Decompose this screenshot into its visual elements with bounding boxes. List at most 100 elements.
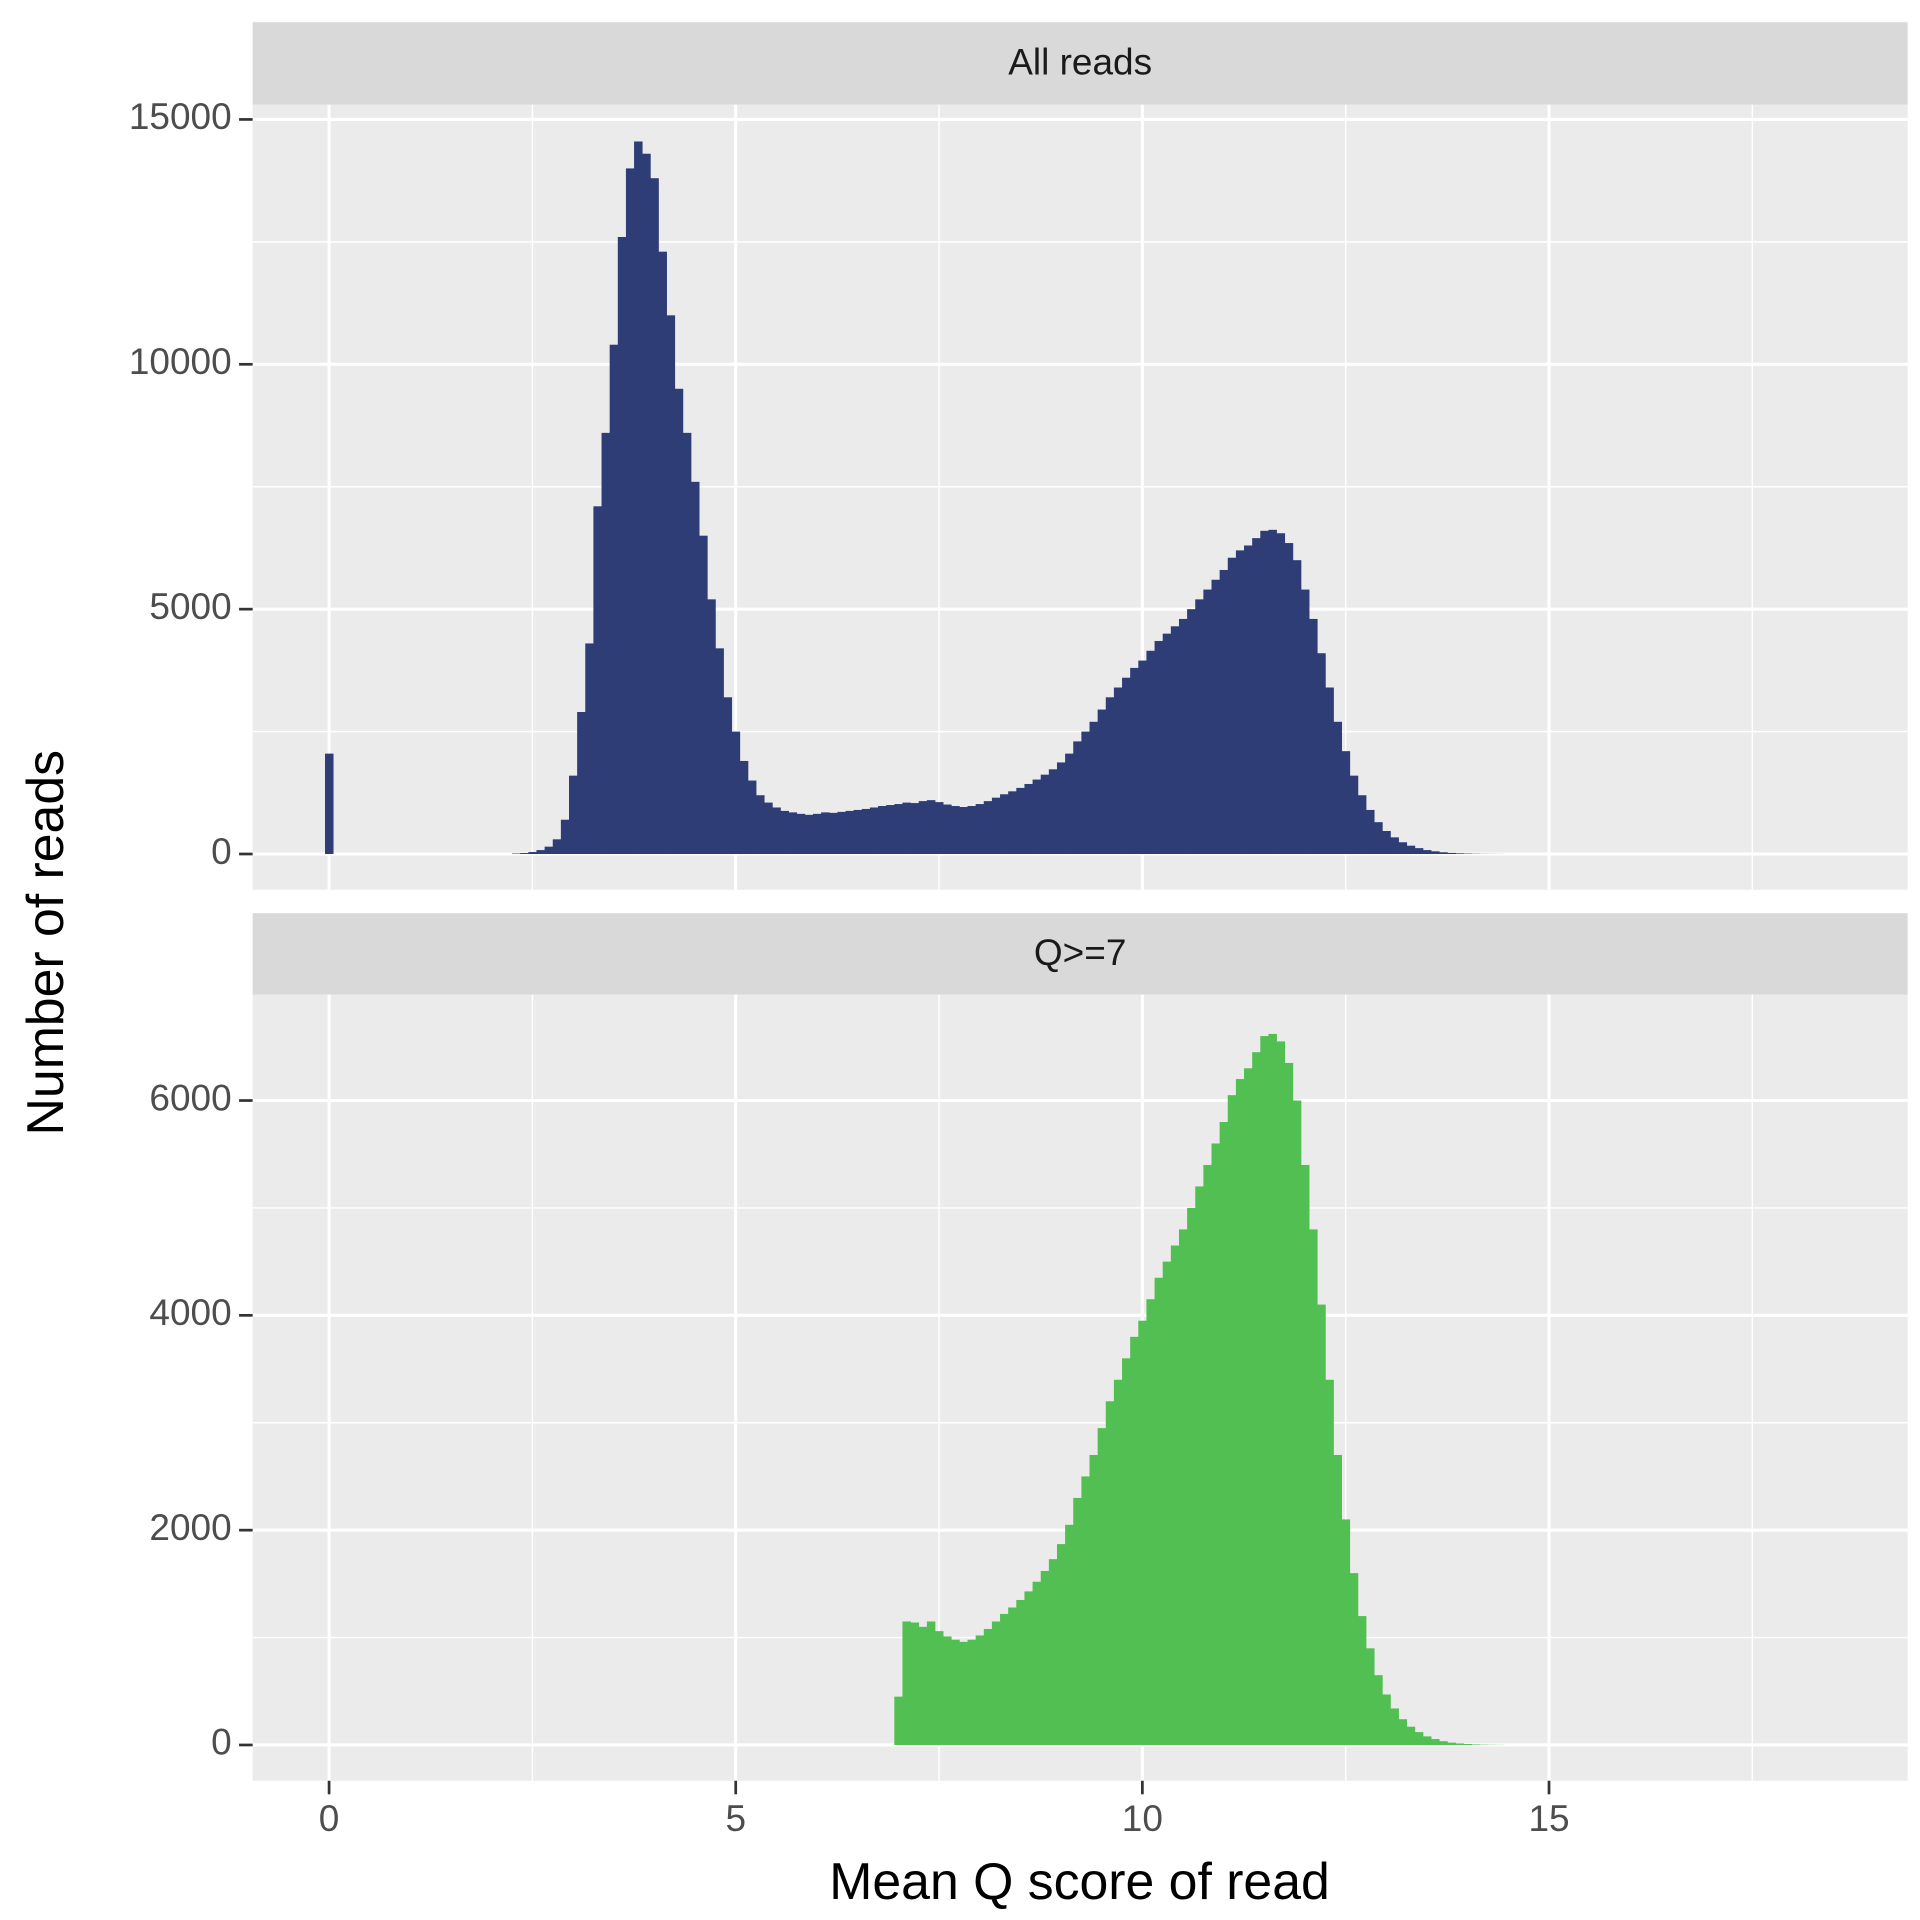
bar xyxy=(715,648,724,855)
bar xyxy=(837,811,846,855)
bar xyxy=(1040,1570,1050,1745)
strip-label: Q>=7 xyxy=(1034,932,1127,973)
bar xyxy=(577,711,586,855)
bar xyxy=(943,1636,952,1745)
bar xyxy=(1113,1379,1123,1745)
bar xyxy=(1081,1476,1090,1745)
bar xyxy=(1447,852,1456,855)
bar xyxy=(1032,779,1042,855)
x-axis-label: Mean Q score of read xyxy=(829,1852,1330,1910)
bar xyxy=(1187,1207,1196,1745)
bar xyxy=(1048,769,1058,855)
bar xyxy=(650,178,659,855)
bar xyxy=(1390,837,1399,855)
bar xyxy=(1089,1454,1099,1745)
bar xyxy=(926,1621,936,1745)
bar xyxy=(829,812,838,855)
bar xyxy=(991,1621,1001,1745)
bar xyxy=(1455,853,1464,855)
y-tick-label: 10000 xyxy=(129,341,232,382)
bar xyxy=(739,760,749,855)
bar xyxy=(1146,650,1155,855)
bar xyxy=(1276,533,1286,855)
bar xyxy=(1325,687,1334,855)
x-tick-label: 0 xyxy=(319,1798,340,1839)
bar xyxy=(601,432,611,855)
bar xyxy=(1162,1261,1172,1745)
bar xyxy=(991,797,1001,855)
bar xyxy=(1292,560,1302,855)
bar xyxy=(1284,543,1294,855)
bar xyxy=(845,810,855,855)
bar xyxy=(861,808,871,855)
bar xyxy=(1065,1524,1074,1745)
bar xyxy=(1398,1719,1408,1745)
bar xyxy=(1056,762,1066,855)
bar xyxy=(1382,1694,1391,1745)
bar xyxy=(1317,653,1326,855)
bar xyxy=(528,852,537,855)
bar xyxy=(1366,1648,1375,1745)
bar xyxy=(1113,687,1123,855)
bar xyxy=(772,807,781,855)
bar xyxy=(1097,709,1107,855)
bar xyxy=(1333,1454,1342,1745)
bar xyxy=(1422,850,1432,855)
bar xyxy=(959,1641,968,1745)
bar xyxy=(699,535,708,855)
bar xyxy=(609,344,619,855)
bar xyxy=(934,802,944,855)
bar xyxy=(1048,1559,1058,1745)
bar xyxy=(1439,1741,1448,1745)
bar xyxy=(747,780,757,855)
bar xyxy=(1244,1068,1253,1745)
bar xyxy=(593,506,602,855)
bar xyxy=(1252,1052,1261,1745)
bar xyxy=(658,251,667,855)
bar xyxy=(552,839,562,855)
bar xyxy=(1398,842,1408,855)
bar xyxy=(1235,550,1245,855)
bar xyxy=(625,168,635,855)
bar xyxy=(1195,599,1204,855)
bar xyxy=(1268,529,1277,855)
strip xyxy=(252,913,1908,995)
bar xyxy=(1056,1544,1066,1745)
bar xyxy=(1089,721,1099,855)
bar xyxy=(1276,1041,1286,1745)
bar xyxy=(1227,1095,1237,1745)
bar xyxy=(983,1628,993,1745)
bar xyxy=(1138,660,1147,855)
y-tick-label: 6000 xyxy=(149,1077,231,1118)
bar xyxy=(1162,633,1172,855)
bar xyxy=(1195,1186,1204,1745)
bar xyxy=(1154,1277,1164,1745)
bar xyxy=(723,697,733,855)
bar xyxy=(1252,538,1261,855)
bar xyxy=(780,810,789,855)
bar xyxy=(1300,1164,1310,1745)
bar xyxy=(1065,753,1074,855)
bar xyxy=(1000,1613,1009,1745)
bar xyxy=(674,388,684,855)
bar xyxy=(1203,1164,1212,1745)
strip-label: All reads xyxy=(1008,41,1152,82)
bar xyxy=(1431,851,1440,855)
bar xyxy=(1032,1581,1042,1745)
bar xyxy=(1138,1320,1147,1745)
bar xyxy=(1008,791,1017,855)
bar xyxy=(796,813,806,855)
bar xyxy=(1439,852,1448,855)
bar xyxy=(1000,794,1009,855)
bar xyxy=(569,775,578,855)
y-tick-label: 4000 xyxy=(149,1292,231,1333)
bar xyxy=(918,801,928,855)
bar xyxy=(1349,775,1359,855)
bar xyxy=(617,236,627,855)
bar xyxy=(1073,1497,1082,1745)
bar xyxy=(1016,787,1025,855)
bar xyxy=(1317,1304,1326,1745)
bar xyxy=(1122,677,1131,855)
bar xyxy=(1382,830,1391,855)
bar xyxy=(959,806,968,855)
